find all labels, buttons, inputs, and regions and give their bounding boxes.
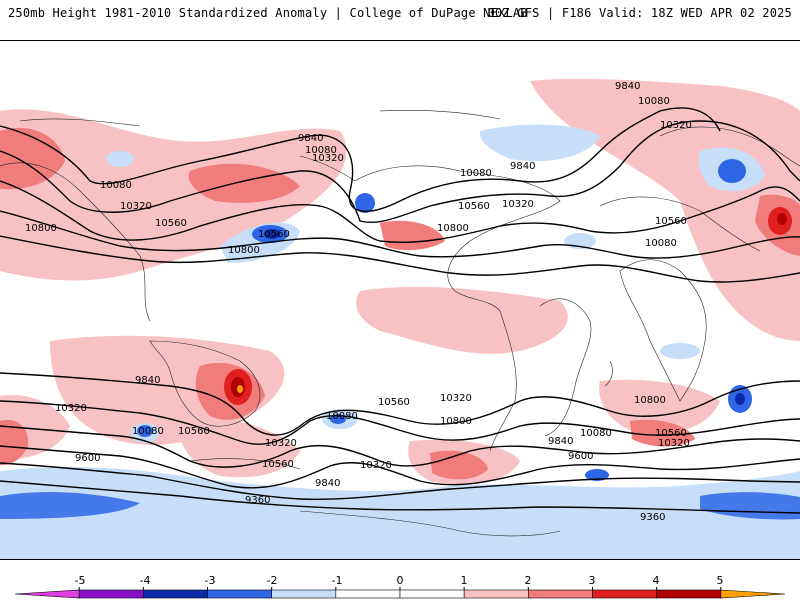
contour-label: 9840 xyxy=(298,133,323,144)
negative-anomaly-core xyxy=(137,425,153,437)
strong-positive-anomaly xyxy=(430,450,488,480)
colorbar-segment xyxy=(335,589,401,599)
colorbar-tick-label: 2 xyxy=(524,574,532,587)
model-run-info: 00Z GFS | F186 Valid: 18Z WED APR 02 202… xyxy=(487,6,792,20)
colorbar-segment xyxy=(463,589,529,599)
negative-anomaly-core xyxy=(718,159,746,183)
contour-label: 10560 xyxy=(655,216,687,227)
height-contours xyxy=(0,107,800,514)
contour-label: 9600 xyxy=(75,453,100,464)
contour-label: 10080 xyxy=(326,411,358,422)
coastlines xyxy=(0,109,800,537)
contour-label: 10320 xyxy=(265,438,297,449)
contour-label: 10080 xyxy=(132,426,164,437)
contour-label: 10080 xyxy=(460,168,492,179)
colorbar-tick-label: 1 xyxy=(460,574,468,587)
positive-anomaly-region xyxy=(0,109,347,281)
colorbar-segment xyxy=(207,589,272,599)
negative-anomaly-blob xyxy=(106,151,134,167)
contour-label: 10800 xyxy=(25,223,57,234)
colorbar-segment xyxy=(399,589,465,599)
colorbar-segment xyxy=(528,589,593,599)
colorbar-segment xyxy=(592,589,657,599)
contour-label: 10800 xyxy=(437,223,469,234)
contour-label: 10080 xyxy=(580,428,612,439)
contour-label: 10560 xyxy=(655,428,687,439)
strong-positive-anomaly xyxy=(630,419,695,447)
negative-anomaly-blob xyxy=(585,469,609,481)
strong-positive-anomaly xyxy=(188,163,300,203)
colorbar-segment xyxy=(78,589,144,599)
colorbar-svg xyxy=(14,587,786,599)
contour-label: 10560 xyxy=(178,426,210,437)
anomaly-map: 9840 10080 10320 9840 10080 10320 10080 … xyxy=(0,40,800,560)
contour-label: 9840 xyxy=(135,375,160,386)
colorbar-tick-label: 5 xyxy=(716,574,724,587)
contour-label: 9840 xyxy=(315,478,340,489)
contour-label: 10320 xyxy=(360,460,392,471)
contour-label: 10080 xyxy=(645,238,677,249)
contour-label: 10320 xyxy=(312,153,344,164)
colorbar-ticks xyxy=(78,587,722,590)
antarctic-negative-anomaly xyxy=(0,466,800,559)
contour-labels: 9840 10080 10320 9840 10080 10320 10080 … xyxy=(25,81,692,523)
contour-label: 10320 xyxy=(120,201,152,212)
contour-label: 10320 xyxy=(440,393,472,404)
antarctic-strong-negative xyxy=(0,491,140,519)
contour-label: 9840 xyxy=(510,161,535,172)
contour-label: 10080 xyxy=(638,96,670,107)
contour-label: 10560 xyxy=(458,201,490,212)
positive-anomaly-region xyxy=(599,379,720,434)
colorbar-tick-label: 0 xyxy=(396,574,404,587)
contour-label: 9840 xyxy=(548,436,573,447)
contour-label: 9840 xyxy=(615,81,640,92)
strong-positive-anomaly xyxy=(380,220,445,251)
colorbar-tick-label: -4 xyxy=(139,574,151,587)
strong-positive-anomaly xyxy=(0,419,29,466)
colorbar xyxy=(0,575,800,600)
contour-label: 10320 xyxy=(658,438,690,449)
contour-label: 10320 xyxy=(502,199,534,210)
header: 250mb Height 1981-2010 Standardized Anom… xyxy=(0,0,800,40)
colorbar-segment xyxy=(656,589,722,599)
colorbar-tick-label: 3 xyxy=(588,574,596,587)
contour-label: 9600 xyxy=(568,451,593,462)
colorbar-tick-label: -1 xyxy=(331,574,343,587)
colorbar-segment xyxy=(14,589,80,599)
contour-label: 10320 xyxy=(660,120,692,131)
contour-label: 9360 xyxy=(245,495,270,506)
strong-positive-anomaly xyxy=(0,127,65,190)
contour-label: 9360 xyxy=(640,512,665,523)
map-svg: 9840 10080 10320 9840 10080 10320 10080 … xyxy=(0,78,800,559)
colorbar-segment xyxy=(143,589,208,599)
positive-anomaly-region xyxy=(356,286,568,354)
negative-anomaly-blob xyxy=(479,124,600,162)
contour-label: 10080 xyxy=(305,145,337,156)
negative-anomaly-blob xyxy=(660,343,700,359)
extreme-positive-core xyxy=(237,385,243,393)
positive-anomaly-region xyxy=(530,78,800,342)
contour-label: 10800 xyxy=(228,245,260,256)
negative-anomaly-core xyxy=(355,193,375,213)
negative-anomaly-deep xyxy=(735,393,745,405)
contour-label: 10560 xyxy=(262,459,294,470)
map-title: 250mb Height 1981-2010 Standardized Anom… xyxy=(8,6,528,20)
colorbar-segment xyxy=(271,589,337,599)
contour-label: 10080 xyxy=(100,180,132,191)
positive-anomaly-region xyxy=(179,418,300,478)
contour-label: 10560 xyxy=(378,397,410,408)
colorbar-tick-label: 4 xyxy=(652,574,660,587)
intense-positive-core xyxy=(777,213,787,225)
colorbar-segment xyxy=(720,589,786,599)
colorbar-segments xyxy=(14,589,786,599)
colorbar-tick-label: -3 xyxy=(204,574,216,587)
contour-label: 10560 xyxy=(258,229,290,240)
colorbar-tick-label: -5 xyxy=(74,574,86,587)
contour-label: 10800 xyxy=(440,416,472,427)
colorbar-tick-label: -2 xyxy=(266,574,278,587)
contour-label: 10320 xyxy=(55,403,87,414)
negative-anomaly-deep xyxy=(264,229,280,239)
contour-label: 10800 xyxy=(634,395,666,406)
contour-label: 10560 xyxy=(155,218,187,229)
